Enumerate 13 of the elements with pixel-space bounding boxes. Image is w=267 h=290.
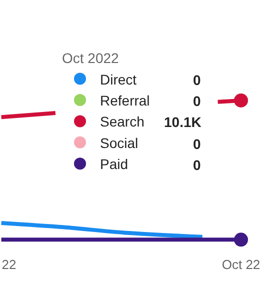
text: 0 bbox=[193, 72, 201, 88]
annotation: 0 bbox=[193, 136, 201, 152]
legend-label: Referral bbox=[100, 92, 150, 108]
legend-label: Direct bbox=[100, 71, 137, 88]
annotation: 0 bbox=[193, 93, 201, 109]
legend-label: Paid bbox=[100, 156, 128, 172]
annotation: 0 bbox=[193, 157, 201, 173]
legend-label: Search bbox=[100, 114, 144, 130]
x-tick-label: Oct 22 bbox=[222, 257, 260, 272]
annotation: 10.1K bbox=[164, 114, 202, 130]
legend-title: Oct 2022 bbox=[62, 50, 120, 66]
legend-label: Social bbox=[100, 134, 138, 151]
x-tick-label: 22 bbox=[2, 257, 16, 272]
